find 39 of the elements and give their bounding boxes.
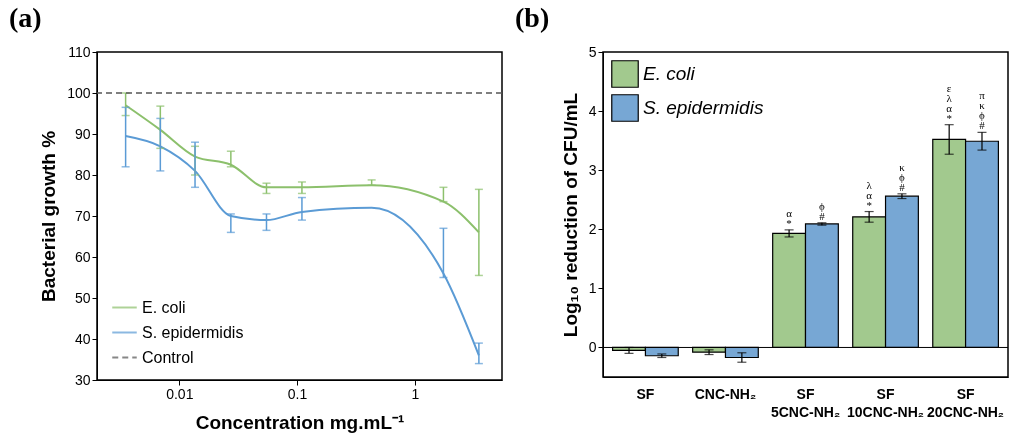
legend-label: S. epidermidis xyxy=(643,97,764,118)
y-axis-title: Bacterial growth % xyxy=(38,130,60,303)
annotation: ε λ α * xyxy=(946,81,953,124)
annotation: π κ ϕ # xyxy=(979,89,986,132)
legend-label: S. epidermidis xyxy=(142,323,244,341)
y-tick-label: 40 xyxy=(74,330,91,347)
y-tick-label: 3 xyxy=(588,161,597,178)
y-tick-label: 1 xyxy=(588,279,597,296)
annotation: ϕ # xyxy=(819,199,826,222)
x-tick-label: SF 10CNC-NH₂ xyxy=(847,385,925,420)
legend-label: E. coli xyxy=(643,63,696,84)
y-tick-label: 90 xyxy=(74,125,91,142)
y-tick-label: 4 xyxy=(588,102,597,119)
y-tick-label: 110 xyxy=(68,43,91,60)
y-tick-label: 0 xyxy=(588,338,597,355)
legend-label: E. coli xyxy=(142,298,186,316)
y-tick-label: 30 xyxy=(74,371,91,388)
y-tick-label: 80 xyxy=(74,166,91,183)
x-tick-label: 0.01 xyxy=(166,385,194,402)
annotation: κ ϕ # xyxy=(899,160,906,193)
legend-label: Control xyxy=(142,348,194,366)
x-tick-label: SF 5CNC-NH₂ xyxy=(770,385,841,420)
x-tick-label: CNC-NH₂ xyxy=(694,385,757,402)
y-tick-label: 100 xyxy=(67,84,91,101)
x-tick-label: 0.1 xyxy=(287,385,308,402)
y-tick-label: 50 xyxy=(74,289,91,306)
x-tick-label: SF xyxy=(636,385,655,402)
x-tick-label: SF 20CNC-NH₂ xyxy=(927,385,1005,420)
x-tick-label: 1 xyxy=(411,385,420,402)
y-tick-label: 60 xyxy=(74,248,91,265)
chart-title: (b) xyxy=(515,2,550,33)
annotation: α * xyxy=(786,206,793,229)
annotation: λ α * xyxy=(866,178,873,211)
chart-title: (a) xyxy=(9,2,42,33)
y-tick-label: 2 xyxy=(588,220,597,237)
x-axis-title: Concentration mg.mL⁻¹ xyxy=(195,411,405,433)
y-tick-label: 5 xyxy=(588,43,597,60)
y-tick-label: 70 xyxy=(74,207,91,224)
y-axis-title: Log₁₀ reduction of CFU/mL xyxy=(559,92,581,338)
